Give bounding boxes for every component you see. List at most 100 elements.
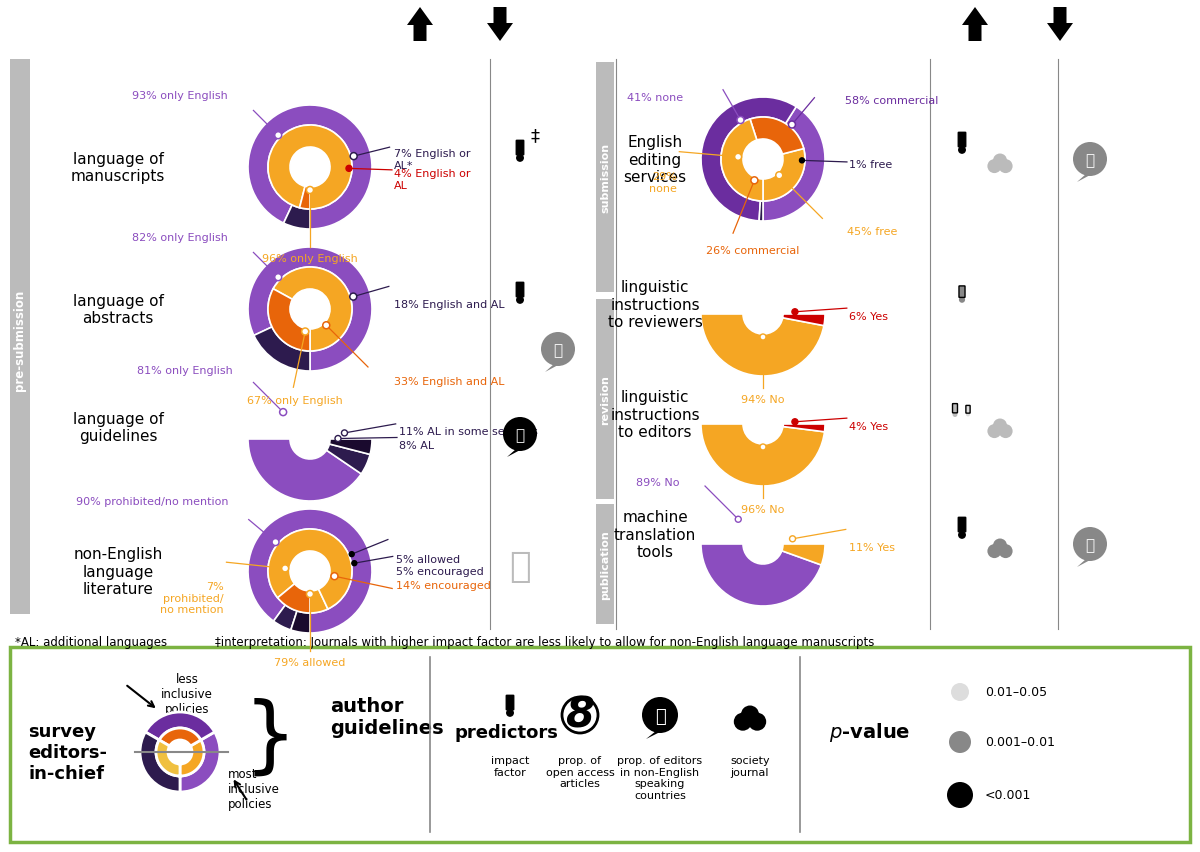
- Circle shape: [998, 160, 1013, 174]
- Wedge shape: [701, 314, 824, 377]
- Wedge shape: [254, 327, 310, 371]
- Text: 33% English and AL: 33% English and AL: [394, 377, 504, 387]
- FancyBboxPatch shape: [959, 286, 965, 298]
- Text: 96% only English: 96% only English: [262, 254, 358, 263]
- Circle shape: [541, 332, 575, 366]
- Text: 29%
none: 29% none: [649, 172, 677, 193]
- Text: 1% free: 1% free: [850, 160, 893, 170]
- FancyBboxPatch shape: [959, 133, 966, 147]
- Circle shape: [994, 419, 1007, 433]
- Wedge shape: [268, 529, 352, 609]
- Text: English
editing
services: English editing services: [624, 135, 686, 185]
- Circle shape: [503, 417, 538, 452]
- Circle shape: [734, 713, 751, 731]
- Wedge shape: [145, 712, 215, 740]
- Wedge shape: [156, 740, 180, 776]
- Wedge shape: [782, 544, 826, 566]
- Text: prop. of editors
in non-English
speaking
countries: prop. of editors in non-English speaking…: [618, 755, 702, 800]
- Circle shape: [994, 538, 1007, 553]
- Text: prop. of
open access
articles: prop. of open access articles: [546, 755, 614, 788]
- Text: 81% only English: 81% only English: [137, 366, 233, 376]
- Text: 14% encouraged: 14% encouraged: [396, 580, 491, 590]
- Text: 89% No: 89% No: [636, 477, 679, 487]
- Circle shape: [323, 322, 330, 330]
- Polygon shape: [508, 450, 522, 458]
- Text: 45% free: 45% free: [847, 227, 898, 237]
- Text: non-English
language
literature: non-English language literature: [73, 546, 163, 596]
- Circle shape: [988, 160, 1002, 174]
- FancyBboxPatch shape: [959, 518, 966, 532]
- Wedge shape: [326, 445, 370, 475]
- Circle shape: [352, 561, 356, 566]
- Circle shape: [988, 424, 1002, 439]
- Text: 6% Yes: 6% Yes: [850, 312, 888, 321]
- Circle shape: [988, 544, 1002, 558]
- Wedge shape: [310, 590, 328, 613]
- Circle shape: [792, 419, 798, 425]
- Text: most
inclusive
policies: most inclusive policies: [228, 767, 280, 810]
- Wedge shape: [701, 98, 797, 222]
- Wedge shape: [180, 732, 220, 792]
- Text: language of
guidelines: language of guidelines: [72, 412, 163, 444]
- Circle shape: [760, 335, 766, 341]
- Circle shape: [275, 274, 282, 281]
- Circle shape: [760, 445, 766, 451]
- Text: publication: publication: [600, 529, 610, 599]
- FancyBboxPatch shape: [516, 283, 523, 297]
- Text: machine
translation
tools: machine translation tools: [614, 509, 696, 559]
- Circle shape: [349, 552, 354, 557]
- FancyBboxPatch shape: [596, 504, 614, 625]
- Circle shape: [743, 295, 784, 335]
- Text: 4% English or
AL: 4% English or AL: [394, 169, 470, 191]
- Circle shape: [998, 424, 1013, 439]
- Polygon shape: [1046, 8, 1073, 42]
- Circle shape: [751, 177, 758, 185]
- Text: 90% prohibited/no mention: 90% prohibited/no mention: [76, 497, 228, 506]
- Text: author
guidelines: author guidelines: [330, 697, 444, 738]
- Text: less
inclusive
policies: less inclusive policies: [161, 672, 212, 715]
- Circle shape: [350, 153, 358, 160]
- Text: 41% none: 41% none: [626, 93, 683, 103]
- Wedge shape: [268, 290, 310, 352]
- Text: 11% Yes: 11% Yes: [850, 543, 895, 552]
- Circle shape: [306, 590, 313, 598]
- Circle shape: [790, 536, 796, 542]
- Circle shape: [275, 133, 282, 140]
- Circle shape: [506, 709, 514, 717]
- Text: $p$-value: $p$-value: [829, 721, 911, 744]
- Wedge shape: [329, 440, 372, 455]
- Wedge shape: [721, 120, 763, 202]
- Circle shape: [952, 683, 970, 701]
- Text: society
journal: society journal: [730, 755, 770, 777]
- Text: language of
manuscripts: language of manuscripts: [71, 152, 166, 184]
- Text: 语: 语: [553, 343, 563, 358]
- Circle shape: [306, 187, 313, 194]
- Wedge shape: [140, 732, 180, 792]
- Text: 7%
prohibited/
no mention: 7% prohibited/ no mention: [161, 581, 224, 614]
- FancyBboxPatch shape: [596, 300, 614, 499]
- Circle shape: [792, 309, 798, 315]
- Wedge shape: [268, 126, 352, 210]
- Text: <0.001: <0.001: [985, 789, 1031, 802]
- Circle shape: [953, 412, 958, 417]
- Circle shape: [516, 296, 524, 304]
- Circle shape: [272, 539, 280, 546]
- Circle shape: [737, 118, 744, 124]
- Text: 0.001–0.01: 0.001–0.01: [985, 735, 1055, 749]
- Text: 4% Yes: 4% Yes: [850, 422, 888, 431]
- Text: 67% only English: 67% only English: [247, 395, 343, 406]
- Wedge shape: [248, 509, 372, 633]
- Text: 58% commercial: 58% commercial: [845, 96, 938, 106]
- FancyBboxPatch shape: [953, 404, 958, 413]
- Polygon shape: [1078, 560, 1092, 567]
- Polygon shape: [646, 731, 662, 740]
- Text: 5% encouraged: 5% encouraged: [396, 567, 484, 576]
- Circle shape: [168, 740, 192, 764]
- Circle shape: [947, 782, 973, 808]
- Circle shape: [331, 573, 338, 580]
- Wedge shape: [248, 440, 361, 502]
- Wedge shape: [750, 118, 804, 155]
- Polygon shape: [407, 8, 433, 42]
- Circle shape: [734, 154, 742, 161]
- Wedge shape: [274, 268, 352, 352]
